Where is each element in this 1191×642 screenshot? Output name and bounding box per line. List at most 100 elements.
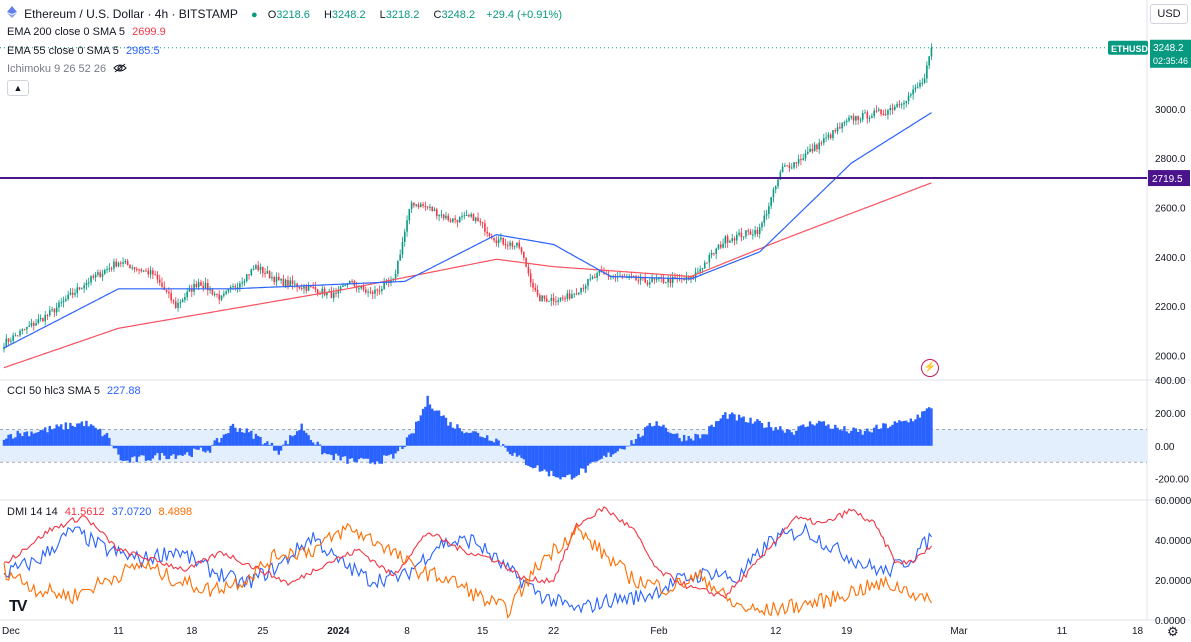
candle-body <box>644 277 646 283</box>
tradingview-logo[interactable]: TV <box>9 598 28 615</box>
cci-bar <box>172 445 175 455</box>
cci-bar <box>250 430 253 446</box>
candle-body <box>431 206 434 211</box>
cci-bar <box>314 444 317 446</box>
cci-bar <box>126 445 129 461</box>
symbol-legend: Ethereum / U.S. Dollar · 4h · BITSTAMP ●… <box>7 6 566 21</box>
cci-bar <box>520 445 523 459</box>
ichimoku-legend[interactable]: Ichimoku 9 26 52 26 <box>7 63 131 75</box>
candle-body <box>371 292 374 294</box>
cci-bar <box>369 445 372 464</box>
cci-bar <box>415 421 418 446</box>
candle-body <box>548 300 550 302</box>
candle-body <box>69 292 72 295</box>
cci-bar <box>804 426 807 446</box>
candle-body <box>834 130 837 132</box>
cci-bar <box>749 417 752 446</box>
candle-body <box>795 162 798 164</box>
cci-bar <box>437 410 441 446</box>
candle-body <box>930 47 933 57</box>
cci-bar <box>167 445 171 460</box>
candle-body <box>213 293 216 295</box>
cci-bar <box>497 440 500 446</box>
cci-bar <box>453 428 457 446</box>
cci-bar <box>829 428 832 446</box>
candle-body <box>912 89 914 95</box>
cci-bar <box>882 423 885 446</box>
cci-bar <box>701 434 704 446</box>
cci-bar <box>50 429 54 446</box>
candle-body <box>124 261 127 263</box>
candle-body <box>312 286 314 288</box>
cci-bar <box>696 434 700 446</box>
cci-bar <box>440 416 443 446</box>
candle-body <box>174 301 177 308</box>
currency-selector[interactable]: USD <box>1150 4 1188 24</box>
cci-bar <box>518 445 521 456</box>
ema200-legend[interactable]: EMA 200 close 0 SMA 5 2699.9 <box>7 26 170 38</box>
cci-bar <box>785 429 789 446</box>
currency-label: USD <box>1157 8 1181 20</box>
ema55-legend[interactable]: EMA 55 close 0 SMA 5 2985.5 <box>7 45 164 57</box>
eye-off-icon[interactable] <box>113 63 127 75</box>
candle-body <box>106 269 108 271</box>
cci-tick-label: 400.00 <box>1155 376 1186 387</box>
candle-body <box>447 215 450 221</box>
cci-legend[interactable]: CCI 50 hlc3 SMA 5 227.88 <box>7 385 145 397</box>
bar-countdown-label: 02:35:46 <box>1153 56 1188 66</box>
candle-body <box>726 236 729 243</box>
cci-bar <box>733 414 736 446</box>
symbol-title[interactable]: Ethereum / U.S. Dollar · 4h · BITSTAMP <box>24 7 238 21</box>
candle-body <box>559 297 562 301</box>
cci-bar <box>69 422 72 446</box>
cci-bar <box>224 433 228 446</box>
lightning-icon[interactable]: ⚡ <box>921 359 939 377</box>
cci-bar <box>293 435 297 446</box>
cci-bar <box>465 432 468 446</box>
candle-body <box>825 137 827 139</box>
cci-bar <box>570 445 574 480</box>
collapse-legend-button[interactable]: ▲ <box>7 80 29 96</box>
cci-bar <box>14 437 17 446</box>
candle-body <box>671 276 674 283</box>
cci-pane <box>0 395 1147 480</box>
cci-bar <box>813 425 816 446</box>
candle-body <box>218 294 221 300</box>
cci-bar <box>646 425 649 446</box>
cci-bar <box>852 427 855 446</box>
candle-body <box>543 295 546 299</box>
cci-bar <box>671 433 674 446</box>
candle-body <box>410 202 413 210</box>
cci-bar <box>458 428 461 446</box>
gear-icon[interactable]: ⚙ <box>1167 624 1179 639</box>
dmi-legend[interactable]: DMI 14 14 41.5612 37.0720 8.4898 <box>7 506 196 518</box>
cci-bar <box>89 424 93 446</box>
cci-bar <box>183 445 187 455</box>
cci-bar <box>94 427 97 446</box>
candle-body <box>209 289 211 291</box>
candle-body <box>456 219 459 223</box>
cci-bar <box>687 435 690 446</box>
cci-bar <box>792 434 796 446</box>
cci-bar <box>277 445 280 455</box>
time-tick-label: 18 <box>1132 626 1144 637</box>
cci-bar <box>783 432 787 446</box>
candle-body <box>195 283 198 288</box>
candle-body <box>193 283 195 292</box>
candle-body <box>225 291 227 294</box>
cci-bar <box>27 436 31 446</box>
cci-bar <box>218 442 221 446</box>
cci-bar <box>678 438 681 446</box>
cci-bar <box>538 445 542 472</box>
candle-body <box>330 291 333 299</box>
candle-body <box>142 270 145 272</box>
candle-body <box>504 244 507 246</box>
candle-body <box>763 215 766 223</box>
cci-bar <box>797 426 800 446</box>
cci-bar <box>357 445 361 460</box>
cci-bar <box>930 408 933 446</box>
cci-bar <box>231 423 235 446</box>
cci-bar <box>39 429 42 446</box>
candle-body <box>898 104 901 106</box>
